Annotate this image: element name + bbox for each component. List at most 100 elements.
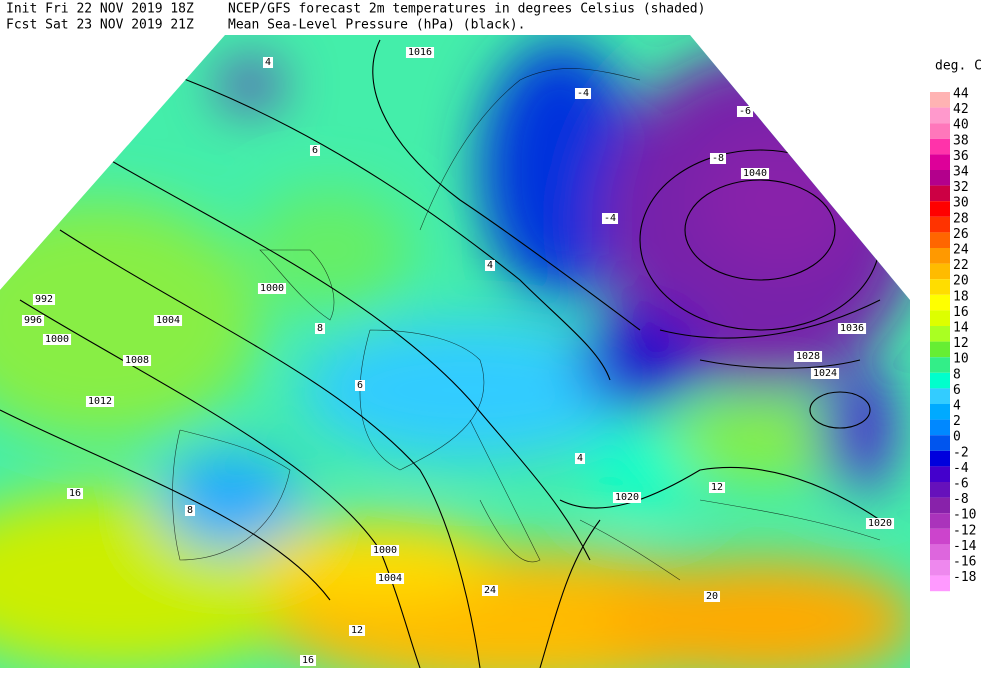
isobar-label: 1020 (868, 518, 892, 529)
init-time: Init Fri 22 NOV 2019 18Z (6, 2, 194, 17)
legend-label: 8 (953, 367, 961, 382)
isobar-label: 1024 (813, 368, 837, 379)
isobar-label: 996 (24, 315, 42, 326)
temperature-label-box (574, 453, 586, 464)
temperature-label-box (309, 145, 321, 156)
temperature-label: 16 (69, 488, 81, 499)
temperature-label-box (709, 153, 727, 164)
temperature-label-box (348, 625, 366, 636)
temperature-label-box (484, 260, 496, 271)
legend-swatch (930, 372, 950, 389)
isobar-label: 1012 (88, 396, 112, 407)
temperature-label: 6 (357, 380, 363, 391)
legend-swatch (930, 388, 950, 404)
legend-swatch (930, 560, 950, 576)
legend-swatch (930, 513, 950, 529)
legend-swatch (930, 419, 950, 436)
legend-label: -6 (953, 477, 969, 492)
temperature-label: -8 (712, 153, 724, 164)
temperature-label: 6 (312, 145, 318, 156)
legend-label: 10 (953, 352, 969, 367)
temperature-label: 4 (265, 57, 271, 68)
temperature-label-box (481, 585, 499, 596)
legend-swatch (930, 404, 950, 420)
isobar-label-box (85, 396, 115, 407)
legend-label: -14 (953, 539, 977, 554)
legend-swatch (930, 123, 950, 139)
temperature-label-box (354, 380, 366, 391)
legend-swatch (930, 201, 950, 217)
isobar-label-box (122, 355, 152, 366)
legend-swatch (930, 263, 950, 280)
isobar-label: 1036 (840, 323, 864, 334)
legend-label: 4 (953, 399, 961, 414)
isobars (0, 39, 881, 668)
temperature-label-box (314, 323, 326, 334)
legend-label: 14 (953, 321, 969, 336)
isobar-label-box (837, 323, 867, 334)
legend-label: -4 (953, 461, 969, 476)
legend-swatch (930, 216, 950, 233)
legend-label: 42 (953, 102, 969, 117)
legend-label: 30 (953, 196, 969, 211)
isobar-label: 1004 (156, 315, 180, 326)
temperature-label: 16 (302, 655, 314, 666)
forecast-time: Fcst Sat 23 NOV 2019 21Z (6, 18, 194, 33)
temperature-label-box (708, 482, 726, 493)
legend-swatch (930, 466, 950, 482)
legend-swatch (930, 170, 950, 186)
legend-label: -12 (953, 523, 976, 538)
isobar-label-box (257, 283, 287, 294)
temperature-label-box (601, 213, 619, 224)
isobar-label: 1016 (408, 47, 432, 58)
legend-swatch (930, 544, 950, 560)
legend-swatch (930, 357, 950, 373)
isobar-label-box (740, 168, 770, 179)
temperature-label: 4 (487, 260, 493, 271)
title-line-1: NCEP/GFS forecast 2m temperatures in deg… (228, 2, 705, 17)
temperature-label: -6 (739, 106, 751, 117)
legend-label: 2 (953, 414, 961, 429)
legend-label: -10 (953, 508, 976, 523)
legend-label: 16 (953, 305, 969, 320)
legend-label: 40 (953, 118, 969, 133)
isobar-label: 1020 (615, 492, 639, 503)
legend-label: 24 (953, 243, 969, 258)
legend-label: 36 (953, 149, 969, 164)
isobar-label: 1008 (125, 355, 149, 366)
legend-swatch (930, 575, 950, 592)
isobar-label-box (375, 573, 405, 584)
legend-label: 34 (953, 165, 969, 180)
legend-label: 18 (953, 289, 969, 304)
isobar-label-box (42, 334, 72, 345)
temperature-label: 24 (484, 585, 496, 596)
isobar-label-box (612, 492, 642, 503)
temperature-label-box (574, 88, 592, 99)
isobar-label-box (865, 518, 895, 529)
temperature-label: -4 (604, 213, 616, 224)
legend-label: -2 (953, 445, 969, 460)
isobar-label: 1028 (796, 351, 820, 362)
legend-label: 20 (953, 274, 969, 289)
legend-label: -8 (953, 492, 969, 507)
isobar-label-box (793, 351, 823, 362)
temperature-label-box (736, 106, 754, 117)
temperature-label: 12 (351, 625, 363, 636)
temperature-label-box (184, 505, 196, 516)
temperature-label: 8 (317, 323, 323, 334)
legend-label: 28 (953, 211, 969, 226)
isobar-label-box (153, 315, 183, 326)
isobar-label-box (405, 47, 435, 58)
legend-swatch (930, 482, 950, 498)
legend-swatch (930, 279, 950, 295)
temperature-label-box (262, 57, 274, 68)
isobar-label: 1000 (260, 283, 284, 294)
legend-label: 38 (953, 133, 969, 148)
temperature-field (0, 35, 910, 668)
isobar-label-box (32, 294, 56, 305)
legend-swatch (930, 154, 950, 170)
legend-label: 12 (953, 336, 969, 351)
legend-label: 26 (953, 227, 969, 242)
coastlines (172, 68, 881, 581)
